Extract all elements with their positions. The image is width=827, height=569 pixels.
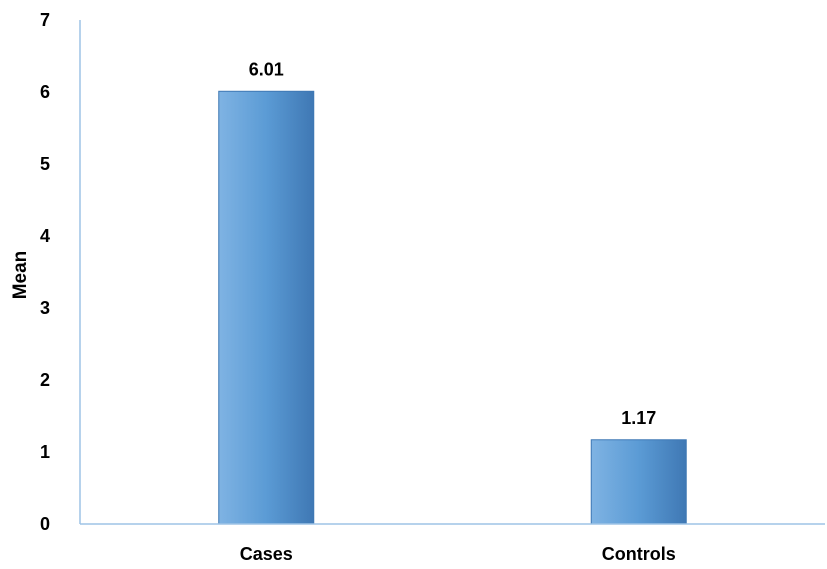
y-tick-label: 1 — [40, 442, 50, 462]
category-label: Cases — [240, 544, 293, 564]
y-tick-label: 2 — [40, 370, 50, 390]
y-tick-label: 0 — [40, 514, 50, 534]
data-labels: 6.01 1.17 — [249, 59, 657, 427]
y-tick-label: 7 — [40, 10, 50, 30]
y-tick-label: 3 — [40, 298, 50, 318]
category-labels: Cases Controls — [240, 544, 676, 564]
bars — [218, 90, 687, 525]
y-tick-label: 4 — [40, 226, 50, 246]
category-label: Controls — [602, 544, 676, 564]
y-axis-ticks: 0 1 2 3 4 5 6 7 — [40, 10, 50, 534]
data-label: 6.01 — [249, 59, 284, 79]
y-axis-title: Mean — [10, 251, 31, 300]
y-tick-label: 6 — [40, 82, 50, 102]
bar-controls — [590, 439, 687, 525]
y-tick-label: 5 — [40, 154, 50, 174]
data-label: 1.17 — [621, 408, 656, 428]
bar-cases — [218, 90, 315, 525]
